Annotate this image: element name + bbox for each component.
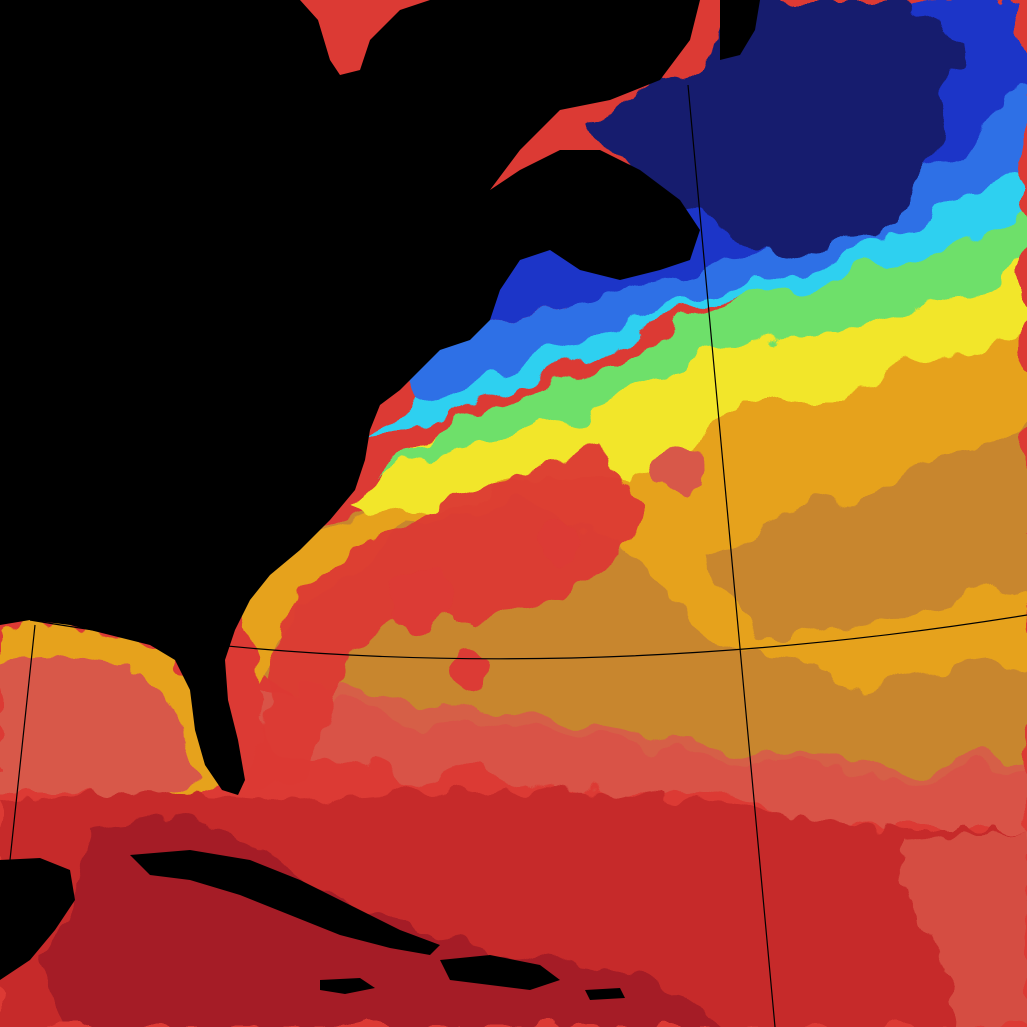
hispaniola-land	[440, 955, 560, 990]
puerto-rico-land	[585, 988, 625, 1000]
warm-eddy	[388, 568, 452, 632]
warm-eddy	[538, 518, 582, 562]
land-masses	[0, 0, 760, 1000]
graticule	[9, 84, 1027, 1027]
graticule-meridian	[687, 84, 776, 1027]
north-america-land	[0, 0, 700, 795]
gulf-warm-pool	[0, 655, 200, 800]
graticule-meridian	[9, 624, 36, 861]
band-very-cold	[600, 0, 960, 250]
band-cool	[400, 60, 1027, 400]
newfoundland-land	[720, 0, 760, 60]
cuba-land	[130, 850, 440, 955]
gulf-of-mexico	[0, 620, 225, 800]
yucatan-land	[0, 858, 75, 980]
jamaica-land	[320, 978, 375, 994]
graticule-parallel	[29, 614, 1027, 660]
east-salmon-patch	[900, 830, 1027, 1027]
warm-eddy	[452, 652, 488, 688]
band-salmon	[260, 690, 1027, 830]
gulf-stream	[250, 444, 706, 790]
warm-eddy	[654, 444, 706, 496]
